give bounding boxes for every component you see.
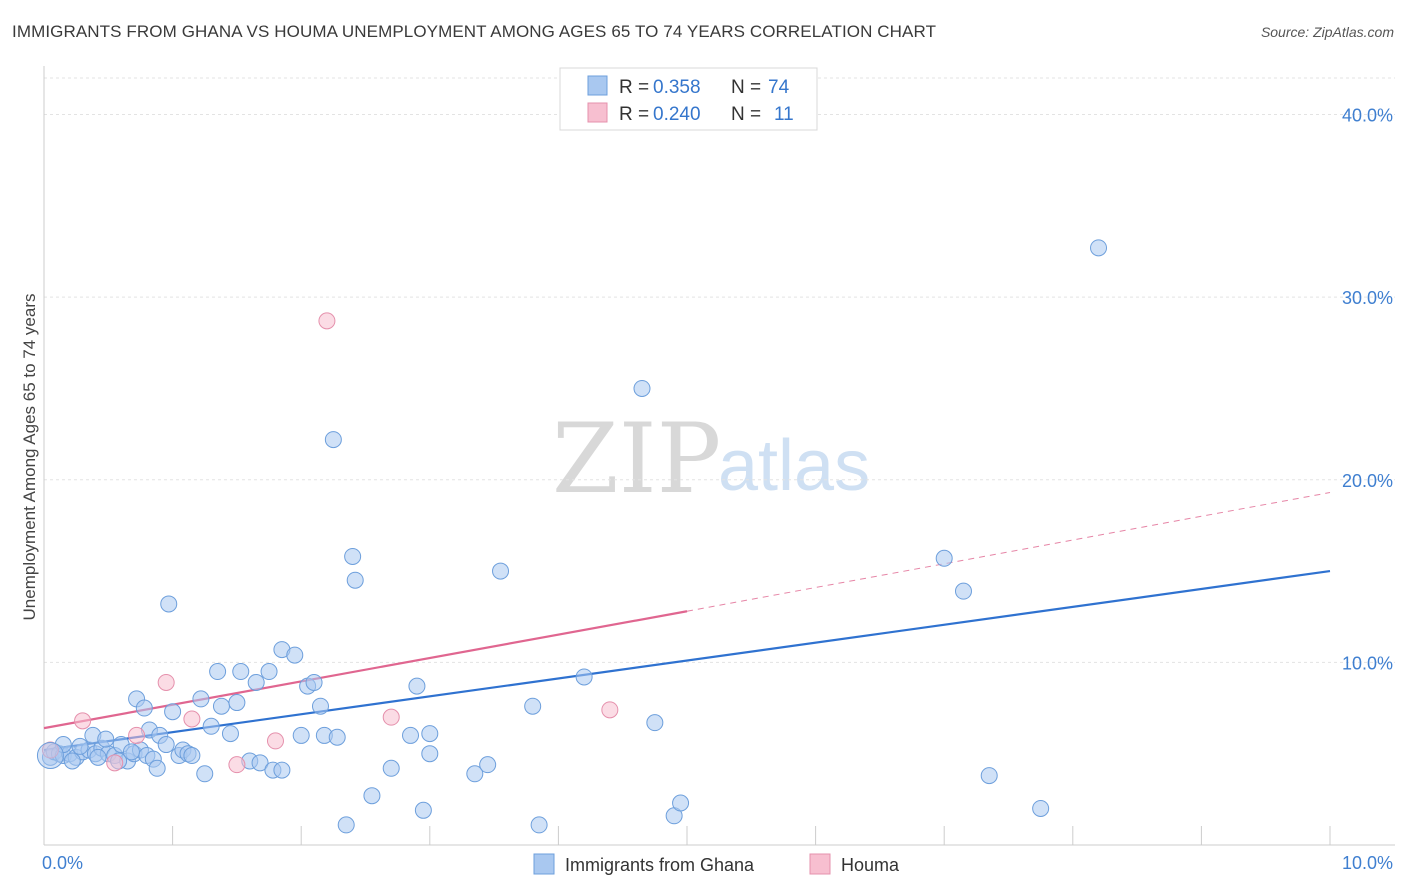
axes: 10.0% 20.0% 30.0% 40.0% 0.0% 10.0% [42,66,1395,873]
legend-n-value-houma: 11 [774,104,794,125]
ghana-point [1032,799,1050,817]
legend-n-value-ghana: 74 [768,77,790,98]
houma-point [601,701,619,719]
houma-point [266,732,284,750]
ghana-point [575,668,593,686]
stats-legend: R = 0.358 N = 74 R = 0.240 N = 11 [559,67,818,131]
legend-r-label-ghana: R = [619,77,649,98]
chart-title: IMMIGRANTS FROM GHANA VS HOUMA UNEMPLOYM… [12,22,937,41]
houma-point [157,673,175,691]
ghana-point [209,663,227,681]
y-tick-label: 40.0% [1342,106,1393,126]
ghana-point [122,743,140,761]
y-axis-title: Unemployment Among Ages 65 to 74 years [20,294,39,621]
y-tick-label: 20.0% [1342,471,1393,491]
watermark-zip: ZIP [552,403,721,515]
houma-point [228,756,246,774]
ghana-point [402,726,420,744]
legend-n-label-houma: N = [731,104,761,125]
data-points [36,239,1108,834]
legend-swatch-ghana [587,75,608,96]
ghana-point [164,703,182,721]
ghana-point [212,697,230,715]
ghana-point [247,673,265,691]
ghana-point [305,673,323,691]
ghana-point [980,767,998,785]
ghana-point [337,816,355,834]
ghana-point [228,694,246,712]
watermark: ZIP atlas [552,403,870,515]
houma-point [382,708,400,726]
x-tick-label: 0.0% [42,853,83,873]
ghana-point [157,736,175,754]
y-tick-label: 30.0% [1342,288,1393,308]
ghana-point [479,756,497,774]
trend-lines [43,492,1331,752]
ghana-point [97,730,115,748]
ghana-point [492,562,510,580]
houma-point [74,712,92,730]
legend-swatch-houma [587,102,608,123]
ghana-point [273,761,291,779]
ghana-point [221,725,239,743]
bottom-legend-swatch-ghana [533,853,555,875]
ghana-point [63,752,81,770]
ghana-point [232,663,250,681]
ghana-point [286,646,304,664]
ghana-point [344,547,362,565]
ghana-point [251,754,269,772]
ghana-point [633,379,651,397]
ghana-point [192,690,210,708]
houma-point [183,710,201,728]
ghana-point [421,745,439,763]
ghana-point [71,737,89,755]
houma-point [318,312,336,330]
watermark-atlas: atlas [718,426,870,506]
legend-r-value-houma: 0.240 [653,104,701,125]
ghana-point [421,725,439,743]
ghana-point [135,699,153,717]
ghana-point [363,787,381,805]
ghana-point [346,571,364,589]
ghana-point [324,431,342,449]
bottom-legend-label-ghana: Immigrants from Ghana [565,855,755,875]
ghana-point [260,663,278,681]
ghana-point [408,677,426,695]
ghana-point [292,726,310,744]
bottom-legend-swatch-houma [809,853,831,875]
ghana-point [1090,239,1108,257]
ghana-point [183,747,201,765]
ghana-trend-line [43,569,1331,752]
legend-r-label-houma: R = [619,104,649,125]
x-tick-label: 10.0% [1342,853,1393,873]
houma-point [128,726,146,744]
ghana-point [328,728,346,746]
houma-point [106,754,124,772]
ghana-point-cluster [36,742,64,770]
houma-trend-line-extension [686,492,1331,612]
ghana-point [148,759,166,777]
ghana-point [202,717,220,735]
ghana-point [954,582,972,600]
ghana-point [196,765,214,783]
ghana-point [646,714,664,732]
series-legend: Immigrants from Ghana Houma [533,853,900,875]
ghana-point [311,697,329,715]
chart-source: Source: ZipAtlas.com [1260,24,1394,40]
grid-lines [44,77,1395,663]
legend-r-value-ghana: 0.358 [653,77,701,98]
legend-n-label-ghana: N = [731,77,761,98]
ghana-point [935,549,953,567]
ghana-point [414,801,432,819]
ghana-point [672,794,690,812]
bottom-legend-label-houma: Houma [841,855,900,875]
ghana-point [524,697,542,715]
ghana-point [89,748,107,766]
ghana-point [382,759,400,777]
ghana-point [160,595,178,613]
ghana-point [530,816,548,834]
y-tick-label: 10.0% [1342,653,1393,673]
ghana-point [466,765,484,783]
